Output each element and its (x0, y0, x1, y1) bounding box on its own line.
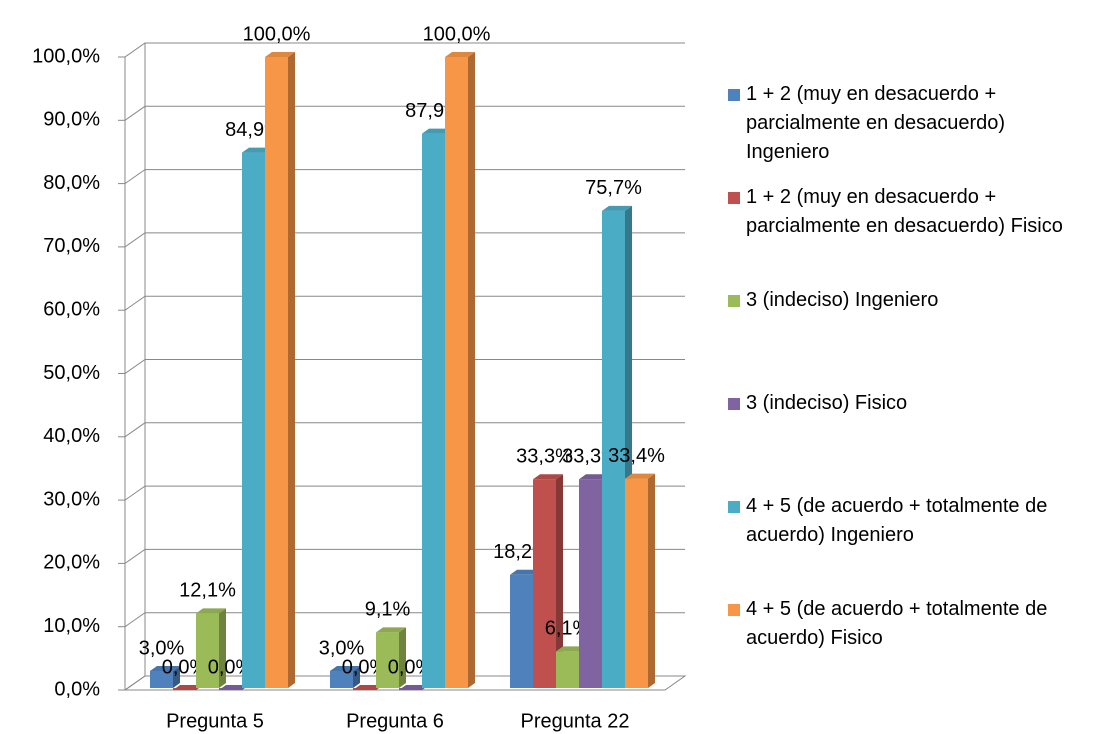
y-tick-label: 10,0% (43, 615, 100, 637)
legend-item: 3 (indeciso) Fisico (728, 389, 1088, 418)
bar-top (579, 474, 609, 480)
grid-line (124, 612, 685, 628)
legend-item: 4 + 5 (de acuerdo + totalmente de acuerd… (728, 595, 1088, 653)
bar-top (219, 685, 249, 690)
legend-label: 3 (indeciso) Ingeniero (746, 289, 939, 311)
legend-label: 1 + 2 (muy en desacuerdo + parcialmente … (746, 83, 1006, 163)
value-label: 9,1% (365, 599, 411, 621)
bar (242, 152, 265, 688)
legend-swatch (728, 295, 740, 307)
bar (265, 57, 288, 688)
y-tick-label: 100,0% (32, 45, 100, 67)
grid-line (124, 359, 685, 374)
grid-line (124, 485, 685, 501)
bar-top (376, 627, 406, 633)
bar (533, 479, 556, 688)
grid-line (124, 105, 685, 121)
bar-top (625, 473, 655, 479)
bar-side (353, 666, 360, 688)
value-label: 100,0% (243, 23, 311, 45)
bar-top (242, 147, 272, 153)
bar (510, 574, 533, 688)
bar-side (399, 627, 406, 688)
y-tick-label: 70,0% (43, 235, 100, 257)
bar-top (556, 646, 586, 652)
bar (422, 133, 445, 688)
legend-swatch (728, 192, 740, 204)
y-tick-label: 30,0% (43, 488, 100, 510)
legend-swatch (728, 604, 740, 616)
bar-side (173, 666, 180, 688)
grid-line (124, 169, 685, 185)
bar-side (648, 473, 655, 688)
grid-line (124, 295, 685, 311)
bar-side (219, 608, 226, 688)
grid-line (124, 548, 685, 564)
legend-label: 1 + 2 (muy en desacuerdo + parcialmente … (746, 186, 1063, 237)
legend-item: 1 + 2 (muy en desacuerdo + parcialmente … (728, 183, 1088, 241)
bar-top (265, 52, 295, 57)
y-tick-label: 60,0% (43, 298, 100, 320)
bar-top (510, 569, 540, 575)
bar-side (556, 474, 563, 688)
value-label: 100,0% (423, 23, 491, 45)
value-label: 75,7% (585, 177, 642, 199)
legend-label: 3 (indeciso) Fisico (746, 392, 908, 414)
bar (376, 632, 399, 688)
legend-swatch (728, 89, 740, 101)
bar (625, 478, 648, 688)
value-label: 33,3% (516, 445, 573, 467)
y-tick-label: 0,0% (54, 678, 100, 700)
legend-item: 4 + 5 (de acuerdo + totalmente de acuerd… (728, 492, 1088, 550)
bar-top (602, 205, 632, 211)
grid-line (124, 42, 685, 58)
bar-top (173, 685, 203, 690)
bar-top (445, 52, 475, 57)
bar (579, 479, 602, 688)
y-tick-label: 40,0% (43, 425, 100, 447)
bar-top (196, 608, 226, 614)
bar (150, 671, 173, 688)
bar-side (288, 52, 295, 688)
value-label: 3,0% (319, 637, 365, 659)
grid-line (124, 232, 685, 248)
bar-top (533, 474, 563, 480)
x-tick-label: Pregunta 5 (166, 710, 264, 732)
grid-line (124, 675, 685, 691)
bar-top (150, 666, 180, 672)
y-tick-label: 80,0% (43, 172, 100, 194)
legend-item: 1 + 2 (muy en desacuerdo + parcialmente … (728, 80, 1088, 167)
legend-item: 3 (indeciso) Ingeniero (728, 286, 1088, 315)
bar-top (422, 128, 452, 134)
value-label: 12,1% (179, 580, 236, 602)
legend-swatch (728, 398, 740, 410)
value-label: 33,4% (608, 445, 665, 467)
bar (196, 613, 219, 688)
legend-label: 4 + 5 (de acuerdo + totalmente de acuerd… (746, 495, 1048, 546)
x-tick-label: Pregunta 6 (346, 710, 444, 732)
bar (330, 671, 353, 688)
value-label: 3,0% (139, 637, 185, 659)
bar-top (353, 685, 383, 690)
grid-line (124, 422, 685, 438)
x-tick-label: Pregunta 22 (521, 710, 630, 732)
bar (602, 210, 625, 688)
bar-top (330, 666, 360, 672)
bar (445, 57, 468, 688)
y-tick-label: 20,0% (43, 552, 100, 574)
bar-top (399, 685, 429, 690)
y-tick-label: 90,0% (43, 109, 100, 131)
bar-side (468, 52, 475, 688)
legend-label: 4 + 5 (de acuerdo + totalmente de acuerd… (746, 598, 1048, 649)
legend-swatch (728, 501, 740, 513)
bar (556, 651, 579, 688)
y-tick-label: 50,0% (43, 362, 100, 384)
